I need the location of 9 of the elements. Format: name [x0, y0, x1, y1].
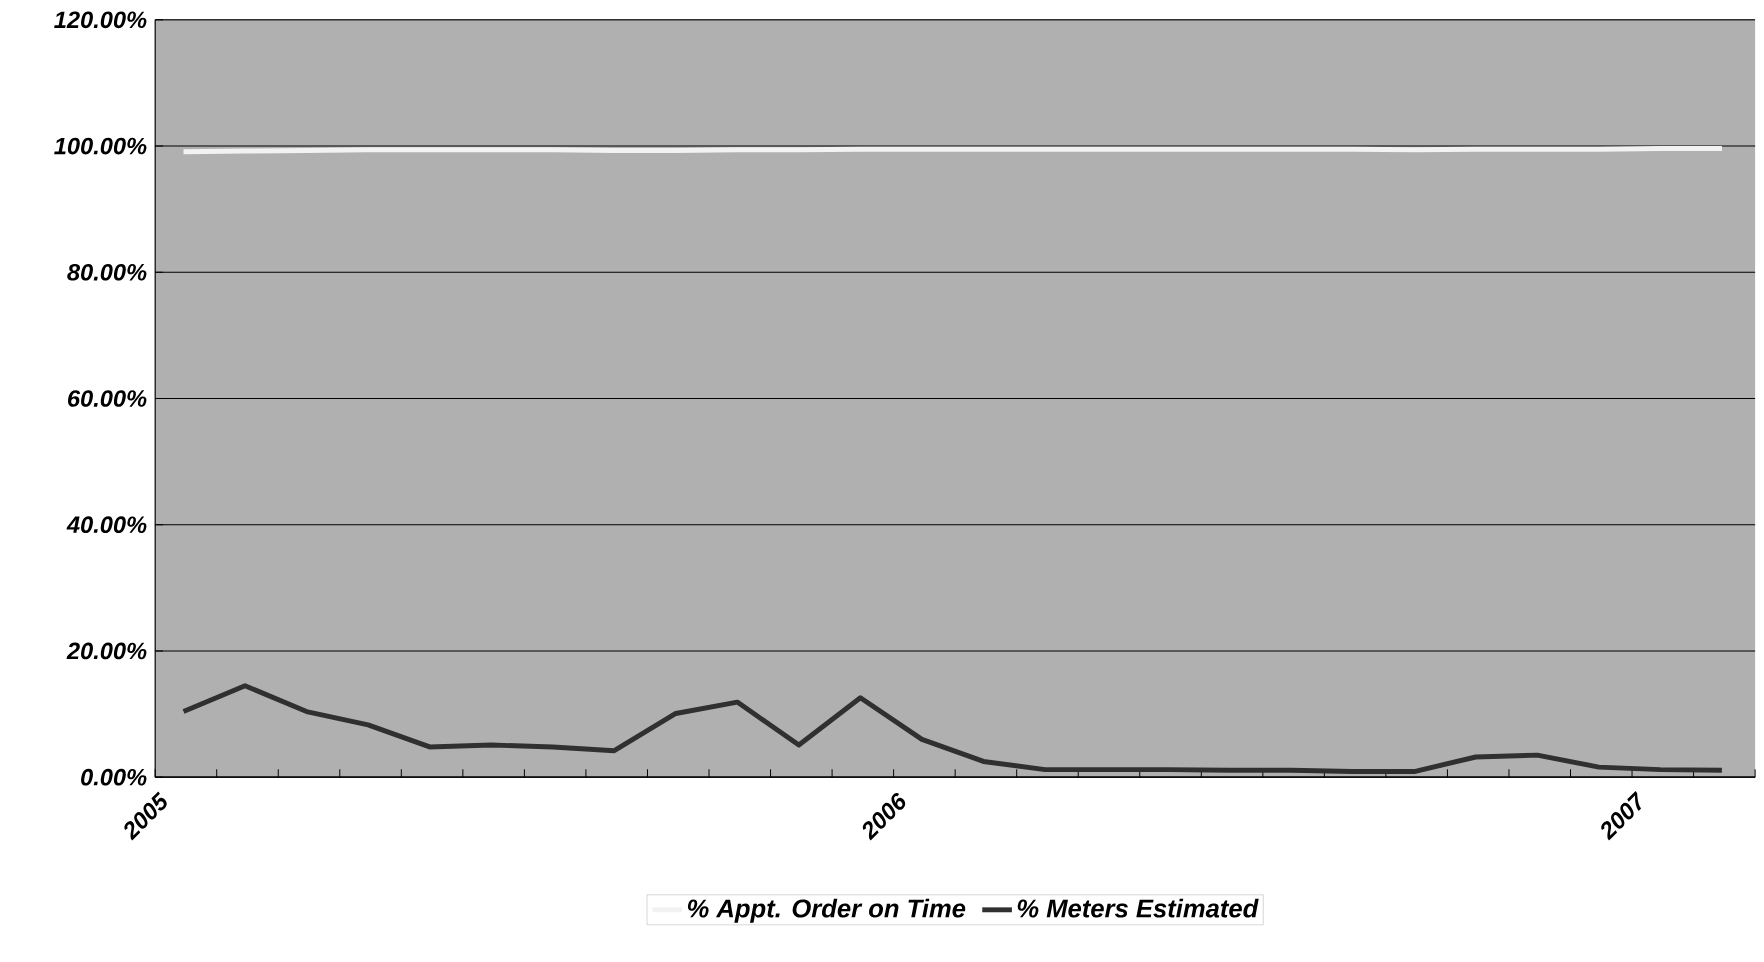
y-tick-label: 40.00% [66, 516, 147, 534]
legend-label: % Meters Estimated [1017, 898, 1259, 918]
y-tick-label: 100.00% [54, 137, 147, 155]
y-tick-label: 20.00% [66, 642, 147, 660]
y-tick-label: 0.00% [81, 768, 147, 786]
y-tick-label: 120.00% [54, 11, 147, 29]
y-tick-label: 80.00% [67, 263, 147, 281]
y-tick-label: 60.00% [68, 390, 147, 407]
legend-label: % Appt. Order on Time [687, 898, 966, 923]
